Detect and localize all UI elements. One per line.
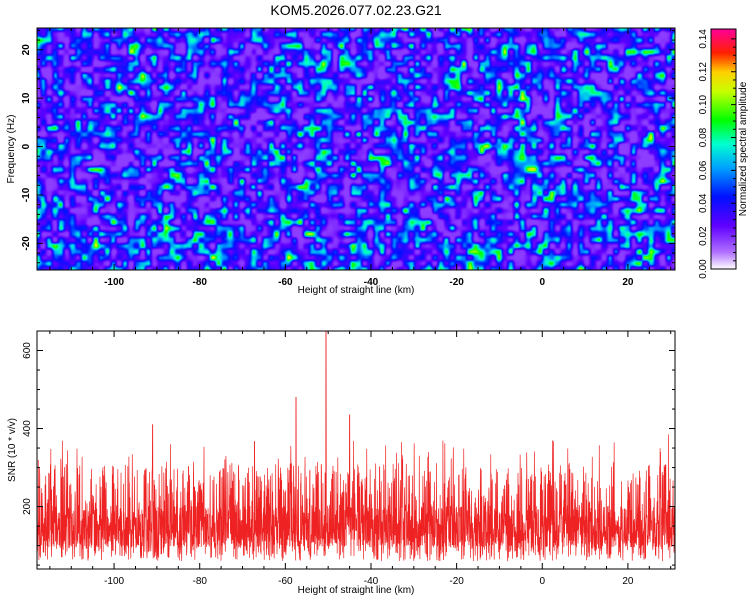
spectrogram-image: [37, 28, 675, 270]
spectrogram-xtick-label: -60: [278, 277, 293, 288]
colorbar-tick-label: 0.10: [698, 94, 709, 114]
spectrogram-ytick-label: -20: [21, 236, 32, 251]
spectrogram-ytick-label: 0: [21, 143, 32, 149]
colorbar-ticks: 0.00 0.02 0.04 0.06 0.08 0.10 0.12 0.14: [698, 29, 736, 279]
snr-ytick-label: 200: [22, 498, 33, 515]
spectrogram-ytick-label: 10: [21, 92, 32, 104]
snr-ticks: -100 -80 -60 -40 -20 0 20 200 400 600: [22, 330, 675, 587]
spectrogram-ticks: -100 -80 -60 -40 -20 0 20 20 10 0 -10 -20: [21, 28, 675, 288]
colorbar-tick-label: 0.06: [698, 160, 709, 180]
spectrogram-ytick-label: -10: [21, 187, 32, 202]
colorbar-tick-label: 0.12: [698, 62, 709, 82]
spectrogram-xtick-label: -100: [104, 277, 124, 288]
snr-xtick-label: -60: [278, 576, 293, 587]
spectrogram-ylabel: Frequency (Hz): [6, 115, 17, 184]
snr-series-line: [36, 331, 676, 562]
colorbar-label: Normalized spectral amplitude: [738, 81, 749, 216]
snr-ytick-label: 600: [22, 342, 33, 359]
snr-frame: [36, 330, 676, 570]
colorbar-tick-label: 0.00: [698, 259, 709, 279]
colorbar-tick-label: 0.02: [698, 226, 709, 246]
snr-ytick-label: 400: [22, 420, 33, 437]
snr-xtick-label: -80: [192, 576, 207, 587]
snr-panel: -100 -80 -60 -40 -20 0 20 200 400 600 SNR (10 * v…: [7, 330, 676, 596]
snr-xtick-label: -40: [364, 576, 379, 587]
spectrogram-panel: -100 -80 -60 -40 -20 0 20 20 10 0 -10 -20 Frequency…: [6, 27, 676, 296]
snr-ylabel: SNR (10 * v/v): [7, 418, 18, 482]
colorbar: 0.00 0.02 0.04 0.06 0.08 0.10 0.12 0.14 Normali…: [698, 28, 749, 279]
chart-title: KOM5.2026.077.02.23.G21: [270, 2, 441, 18]
snr-xlabel: Height of straight line (km): [298, 585, 415, 596]
spectrogram-xtick-label: 0: [539, 277, 545, 288]
spectrogram-xtick-label: -80: [192, 277, 207, 288]
snr-xtick-label: -20: [449, 576, 464, 587]
colorbar-tick-label: 0.14: [698, 29, 709, 49]
colorbar-frame: [710, 28, 737, 270]
spectrogram-xtick-label: -40: [364, 277, 379, 288]
snr-xtick-label: -100: [104, 576, 124, 587]
snr-xtick-label: 20: [622, 576, 634, 587]
colorbar-tick-label: 0.08: [698, 127, 709, 147]
spectrogram-ytick-label: 20: [21, 44, 32, 56]
snr-xtick-label: 0: [539, 576, 545, 587]
colorbar-tick-label: 0.04: [698, 193, 709, 213]
spectrogram-xtick-label: -20: [449, 277, 464, 288]
spectrogram-xlabel: Height of straight line (km): [298, 285, 415, 296]
spectrogram-xtick-label: 20: [622, 277, 634, 288]
spectrogram-frame: [36, 27, 676, 271]
colorbar-gradient: [711, 29, 736, 269]
